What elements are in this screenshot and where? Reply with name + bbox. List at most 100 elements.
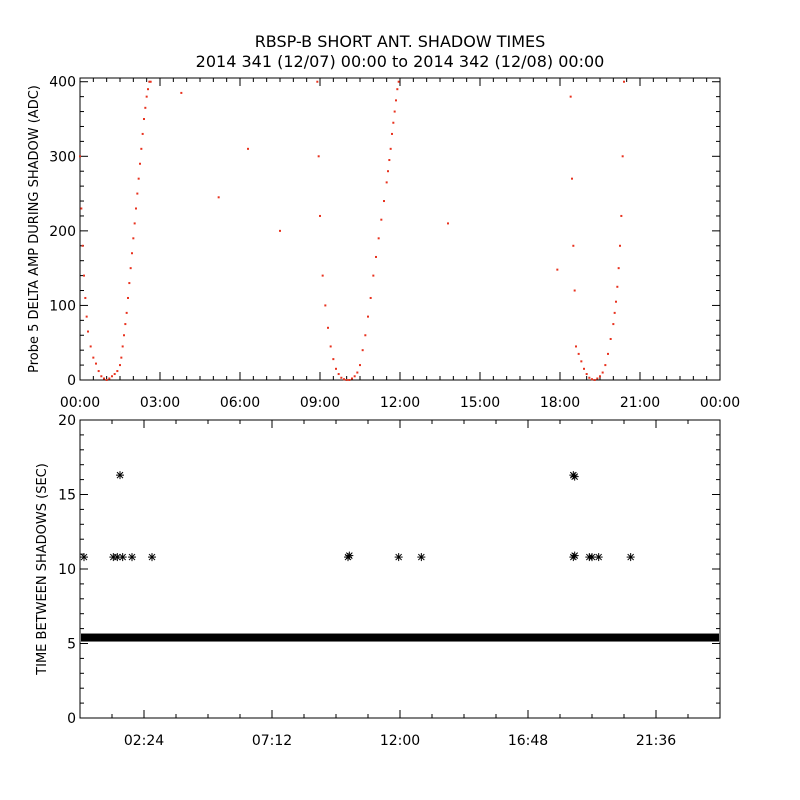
marker-stroke [128,553,136,561]
x-tick-label: 15:00 [460,395,500,411]
x-tick-label: 06:00 [220,395,260,411]
data-point [353,375,356,378]
data-point [121,345,124,348]
data-point [389,147,392,150]
marker-stroke [395,553,403,561]
y-tick-label: 0 [67,373,76,389]
y-tick-label: 400 [49,75,76,91]
data-point [81,244,84,247]
data-point [116,370,119,373]
data-point [149,80,152,83]
data-point [393,110,396,113]
marker-stroke [113,553,121,561]
data-point [609,337,612,340]
data-point [570,472,579,481]
x-tick-label: 12:00 [380,733,420,749]
data-point [335,367,337,370]
data-point [103,377,105,380]
data-point [619,244,621,247]
data-point [623,80,625,83]
data-point [612,323,615,326]
data-point [316,80,319,83]
data-point [332,358,335,361]
data-point [369,296,372,299]
data-point [613,311,616,314]
data-point [447,222,449,225]
data-point [604,364,607,367]
data-point [367,315,369,318]
data-point [141,132,144,135]
x-tick-label: 09:00 [300,395,340,411]
x-tick-label: 00:00 [60,395,100,411]
data-point [361,349,364,352]
data-point [593,379,596,381]
data-point [108,377,111,380]
x-tick-label: 18:00 [540,395,580,411]
data-point [95,362,97,365]
data-point [380,218,383,221]
data-point [556,268,559,271]
data-point [105,379,108,381]
data-point [120,356,123,359]
data-point [118,553,127,562]
data-point [345,379,348,381]
data-point [575,345,577,348]
data-point [615,300,617,303]
data-point [345,551,354,560]
data-point [570,551,579,560]
data-point [391,132,393,135]
data-point [80,553,88,562]
data-point [607,352,609,355]
data-point [337,373,340,376]
data-series [569,80,625,381]
data-point [92,356,95,359]
data-point [144,106,147,109]
data-point [588,553,596,562]
data-point [372,274,375,277]
data-point [395,99,397,102]
data-point [180,91,183,94]
data-point [571,177,573,180]
y-tick-label: 300 [49,149,76,165]
data-point [317,155,320,158]
y-tick-label: 100 [49,298,76,314]
data-point [79,155,81,158]
data-point [580,360,583,363]
data-point [139,162,141,165]
y-axis-label: Probe 5 DELTA AMP DURING SHADOW (ADC) [27,85,42,373]
data-point [377,237,380,240]
data-point [132,237,135,240]
data-point [343,378,345,381]
marker-stroke [345,552,353,559]
data-point [364,334,367,337]
data-point [324,304,327,307]
data-point [385,181,388,184]
data-point [119,364,121,367]
marker-stroke [119,553,127,561]
y-tick-label: 10 [58,562,76,578]
chart-title-line2: 2014 341 (12/07) 00:00 to 2014 342 (12/0… [195,52,605,71]
y-axis-label: TIME BETWEEN SHADOWS (SEC) [35,463,50,676]
data-point [388,159,391,162]
data-point [626,553,635,562]
x-tick-label: 07:12 [252,733,292,749]
data-point [148,80,151,83]
marker-stroke [80,553,88,561]
data-point [143,118,145,121]
data-point [596,377,599,380]
x-tick-label: 12:00 [380,395,420,411]
baseline-band [81,633,719,642]
y-tick-label: 5 [67,637,76,653]
marker-stroke [148,553,156,561]
data-point [375,255,377,258]
data-series [180,91,559,271]
x-tick-label: 03:00 [140,395,180,411]
data-point [599,375,601,378]
marker-stroke [571,552,579,559]
y-tick-label: 0 [67,711,76,727]
x-tick-label: 21:36 [636,733,676,749]
data-point [133,222,136,225]
data-point [89,345,92,348]
data-point [396,88,399,91]
